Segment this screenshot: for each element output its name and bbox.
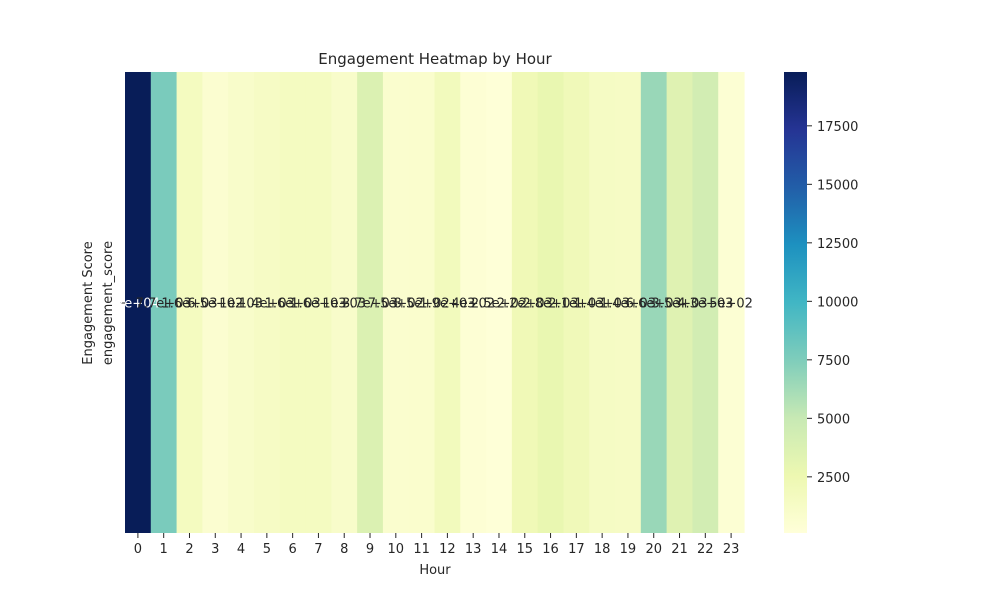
cell-value-label: 1.4e+03 xyxy=(600,297,656,312)
heatmap-cell xyxy=(486,72,513,533)
heatmap-cell xyxy=(279,72,307,533)
x-tick-label: 6 xyxy=(289,542,297,557)
heatmap-cell xyxy=(125,72,152,533)
x-tick-label: 15 xyxy=(516,542,533,557)
cell-value-label: 1.9e+03 xyxy=(419,297,475,312)
cell-value-label: 7.7e+03 xyxy=(136,297,192,312)
colorbar-tick-label: 12500 xyxy=(817,237,858,252)
heatmap-cell xyxy=(150,72,178,533)
y-tick-label: engagement_score xyxy=(101,241,116,365)
x-tick-label: 14 xyxy=(491,542,508,557)
cell-value-label: 1e+03 xyxy=(219,297,263,312)
heatmap-cell xyxy=(331,72,358,533)
heatmap-cell xyxy=(511,72,539,533)
heatmap-cell xyxy=(305,72,332,533)
heatmap-cell xyxy=(718,72,745,533)
cell-value-label: 4e+02 xyxy=(451,297,495,312)
heatmap-cells xyxy=(125,72,745,533)
cell-value-label: 3.5e+03 xyxy=(651,297,707,312)
colorbar-tick-label: 10000 xyxy=(817,295,858,310)
heatmap-cell xyxy=(460,72,487,533)
x-tick-label: 2 xyxy=(185,542,193,557)
cell-value-label: 8.5e+02 xyxy=(394,297,450,312)
x-tick-label: 4 xyxy=(237,542,245,557)
x-tick-label: 11 xyxy=(413,542,430,557)
x-tick-label: 10 xyxy=(388,542,405,557)
heatmap-cell-labels: 2e+047.7e+031.6e+036.5e+021e+031.4e+031.… xyxy=(116,297,753,312)
x-tick-label: 19 xyxy=(620,542,637,557)
colorbar-tick-label: 17500 xyxy=(817,120,858,135)
x-tick-label: 21 xyxy=(671,542,688,557)
cell-value-label: 2.1e+03 xyxy=(548,297,604,312)
cell-value-label: 1.6e+03 xyxy=(265,297,321,312)
cell-value-label: 5e+02 xyxy=(709,297,753,312)
cell-value-label: 1e+03 xyxy=(322,297,366,312)
heatmap-cell xyxy=(537,72,565,533)
heatmap-cell xyxy=(357,72,384,533)
heatmap-cell xyxy=(434,72,461,533)
heatmap-cell xyxy=(615,72,642,533)
heatmap-cell xyxy=(692,72,719,533)
heatmap-cell xyxy=(408,72,436,533)
cell-value-label: 1.4e+03 xyxy=(574,297,630,312)
cell-value-label: 6.6e+03 xyxy=(626,297,682,312)
colorbar-tick-label: 5000 xyxy=(817,412,850,427)
colorbar-tick-label: 2500 xyxy=(817,471,850,486)
cell-value-label: 2e+04 xyxy=(116,297,160,312)
heatmap-cell xyxy=(382,72,410,533)
cell-value-label: 7.5e+02 xyxy=(368,297,424,312)
x-tick-label: 23 xyxy=(723,542,740,557)
cell-value-label: 1.6e+03 xyxy=(161,297,217,312)
x-axis-label: Hour xyxy=(419,563,451,578)
heatmap-cell xyxy=(640,72,668,533)
cell-value-label: 2.8e+03 xyxy=(523,297,579,312)
x-axis: 0 1 2 3 4 5 6 7 8 9 10 11 12 13 14 15 16 17 18 19 20 21 22 23 xyxy=(134,533,740,557)
x-tick-label: 0 xyxy=(134,542,142,557)
x-tick-label: 16 xyxy=(542,542,559,557)
x-tick-label: 20 xyxy=(645,542,662,557)
heatmap-cell xyxy=(253,72,281,533)
y-axis-label: Engagement Score xyxy=(81,241,96,364)
x-tick-label: 5 xyxy=(263,542,271,557)
x-tick-label: 12 xyxy=(439,542,456,557)
heatmap-cell xyxy=(176,72,203,533)
x-tick-label: 18 xyxy=(594,542,611,557)
cell-value-label: 4.3e+03 xyxy=(677,297,733,312)
heatmap-cell xyxy=(666,72,694,533)
colorbar-tick-label: 15000 xyxy=(817,178,858,193)
colorbar xyxy=(784,72,807,533)
heatmap-cell xyxy=(563,72,590,533)
x-tick-label: 8 xyxy=(340,542,348,557)
cell-value-label: 2.5e+02 xyxy=(471,297,527,312)
x-tick-label: 9 xyxy=(366,542,374,557)
colorbar-axis: 2500 5000 7500 10000 12500 15000 17500 xyxy=(807,120,858,486)
cell-value-label: 6.5e+02 xyxy=(187,297,243,312)
chart-title: Engagement Heatmap by Hour xyxy=(318,50,552,68)
x-tick-label: 17 xyxy=(568,542,585,557)
heatmap-cell xyxy=(228,72,255,533)
heatmap-cell xyxy=(202,72,229,533)
cell-value-label: 2.2e+03 xyxy=(497,297,553,312)
heatmap-cell xyxy=(589,72,616,533)
colorbar-tick-label: 7500 xyxy=(817,354,850,369)
x-tick-label: 1 xyxy=(160,542,168,557)
x-tick-label: 7 xyxy=(314,542,322,557)
cell-value-label: 3.7e+03 xyxy=(342,297,398,312)
x-tick-label: 3 xyxy=(211,542,219,557)
cell-value-label: 1.4e+03 xyxy=(239,297,295,312)
x-tick-label: 13 xyxy=(465,542,482,557)
cell-value-label: 1.6e+03 xyxy=(290,297,346,312)
x-tick-label: 22 xyxy=(697,542,714,557)
